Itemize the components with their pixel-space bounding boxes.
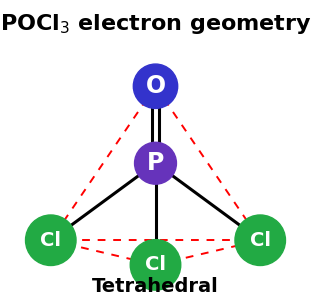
Circle shape (26, 215, 76, 265)
Circle shape (133, 64, 178, 108)
Text: P: P (147, 151, 164, 175)
Circle shape (235, 215, 285, 265)
Text: Tetrahedral: Tetrahedral (92, 277, 219, 296)
Circle shape (130, 240, 181, 290)
Text: Cl: Cl (250, 231, 271, 250)
Text: O: O (146, 74, 165, 98)
Text: Cl: Cl (145, 255, 166, 274)
Text: Cl: Cl (40, 231, 61, 250)
Text: POCl$_3$ electron geometry: POCl$_3$ electron geometry (0, 12, 311, 36)
Circle shape (135, 142, 176, 184)
